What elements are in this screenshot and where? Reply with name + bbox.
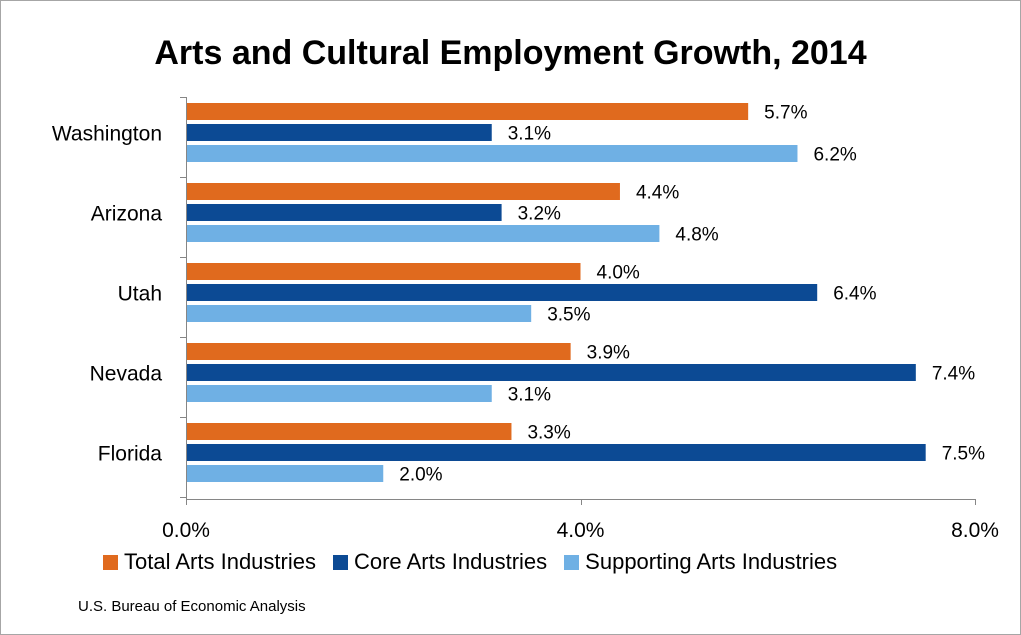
category-label-nevada: Nevada xyxy=(90,363,163,386)
data-label-washington-1: 3.1% xyxy=(508,124,551,145)
data-label-arizona-2: 4.8% xyxy=(675,225,718,246)
bar-utah-1 xyxy=(186,284,818,301)
legend-label-supporting: Supporting Arts Industries xyxy=(585,549,838,574)
bar-nevada-2 xyxy=(186,385,492,402)
bar-florida-0 xyxy=(186,423,512,440)
bar-nevada-1 xyxy=(186,364,916,381)
legend-swatch-total xyxy=(103,554,118,570)
legend-swatch-supporting xyxy=(564,554,580,570)
legend-swatch-core xyxy=(332,554,348,570)
data-label-nevada-0: 3.9% xyxy=(587,343,630,364)
bar-washington-1 xyxy=(186,124,492,141)
bar-arizona-2 xyxy=(186,225,660,242)
bar-washington-2 xyxy=(186,145,798,162)
category-label-utah: Utah xyxy=(118,283,162,306)
bar-utah-2 xyxy=(186,305,532,322)
bar-arizona-1 xyxy=(186,204,502,221)
legend-label-core: Core Arts Industries xyxy=(353,549,548,574)
legend-item-supporting: Supporting Arts Industries xyxy=(564,549,837,575)
x-tick-label-2: 8.0% xyxy=(951,519,999,542)
bar-florida-2 xyxy=(186,465,384,482)
data-label-nevada-1: 7.4% xyxy=(932,364,975,385)
legend-item-total: Total Arts Industries xyxy=(103,549,316,575)
data-label-utah-0: 4.0% xyxy=(597,263,640,284)
legend: Total Arts Industries Core Arts Industri… xyxy=(103,549,854,575)
category-label-florida: Florida xyxy=(98,443,163,466)
bar-nevada-0 xyxy=(186,343,571,360)
data-label-florida-0: 3.3% xyxy=(527,423,570,444)
data-label-utah-2: 3.5% xyxy=(547,305,590,326)
chart-title: Arts and Cultural Employment Growth, 201… xyxy=(154,34,867,72)
data-label-washington-2: 6.2% xyxy=(813,145,856,166)
data-label-arizona-1: 3.2% xyxy=(518,204,561,225)
data-label-nevada-2: 3.1% xyxy=(508,385,551,406)
x-tick-label-1: 4.0% xyxy=(557,519,605,542)
category-label-arizona: Arizona xyxy=(91,203,163,226)
data-label-utah-1: 6.4% xyxy=(833,284,876,305)
data-label-florida-1: 7.5% xyxy=(942,444,985,465)
data-label-florida-2: 2.0% xyxy=(399,465,442,486)
legend-label-total: Total Arts Industries xyxy=(124,549,316,574)
bar-florida-1 xyxy=(186,444,926,461)
bar-utah-0 xyxy=(186,263,581,280)
x-tick-label-0: 0.0% xyxy=(162,519,210,542)
legend-item-core: Core Arts Industries xyxy=(332,549,548,575)
data-label-arizona-0: 4.4% xyxy=(636,183,679,204)
category-label-washington: Washington xyxy=(52,123,162,146)
bar-arizona-0 xyxy=(186,183,620,200)
data-label-washington-0: 5.7% xyxy=(764,103,807,124)
bar-washington-0 xyxy=(186,103,749,120)
source-note: U.S. Bureau of Economic Analysis xyxy=(78,598,306,615)
